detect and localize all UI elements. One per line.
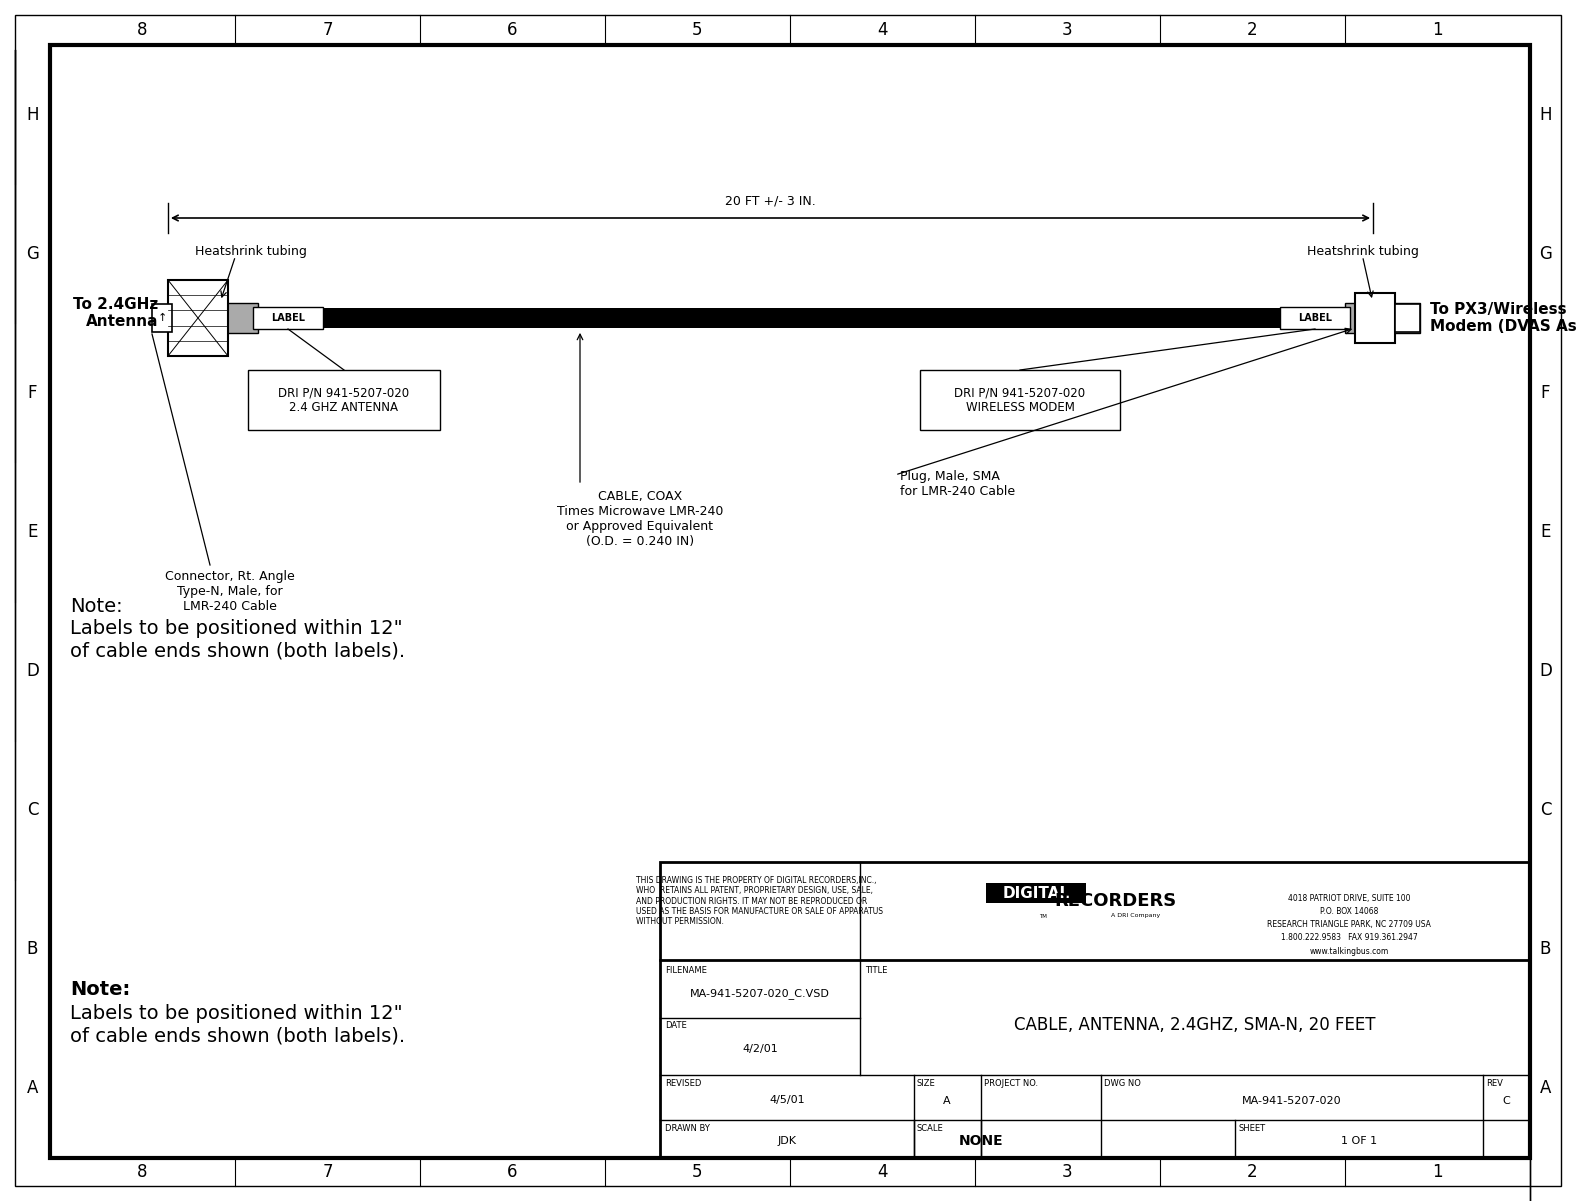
Text: PROJECT NO.: PROJECT NO.	[983, 1078, 1037, 1088]
Text: Heatshrink tubing: Heatshrink tubing	[1307, 245, 1418, 258]
Text: 7: 7	[322, 20, 333, 38]
Text: 1 OF 1: 1 OF 1	[1341, 1136, 1377, 1146]
Text: LABEL: LABEL	[1299, 313, 1332, 323]
Text: Heatshrink tubing: Heatshrink tubing	[194, 245, 306, 258]
Text: H: H	[1540, 106, 1552, 124]
Text: H: H	[27, 106, 39, 124]
Text: 3: 3	[1062, 1163, 1073, 1181]
Text: B: B	[1540, 940, 1551, 958]
Text: REVISED: REVISED	[665, 1078, 701, 1088]
Text: 2: 2	[1247, 20, 1258, 38]
Text: DATE: DATE	[665, 1022, 687, 1030]
Bar	[169, 280, 229, 355]
Text: Labels to be positioned within 12": Labels to be positioned within 12"	[69, 1004, 402, 1023]
Text: Note:: Note:	[69, 980, 131, 999]
Text: E: E	[1540, 522, 1551, 540]
Bar	[247, 370, 440, 430]
Bar	[987, 883, 1086, 903]
Bar	[254, 307, 323, 329]
Bar	[1355, 293, 1395, 343]
Text: C: C	[1540, 801, 1551, 819]
Text: 6: 6	[507, 20, 519, 38]
Bar	[660, 862, 1530, 1158]
Text: F: F	[1541, 384, 1551, 402]
Text: RECORDERS: RECORDERS	[1054, 892, 1177, 910]
Text: DIGITAL: DIGITAL	[1002, 885, 1070, 901]
Text: 2: 2	[1247, 1163, 1258, 1181]
Text: D: D	[1540, 662, 1552, 680]
Text: 3: 3	[1062, 20, 1073, 38]
Text: Note:
Labels to be positioned within 12"
of cable ends shown (both labels).: Note: Labels to be positioned within 12"…	[69, 597, 405, 661]
Text: DRI P/N 941-5207-020
2.4 GHZ ANTENNA: DRI P/N 941-5207-020 2.4 GHZ ANTENNA	[279, 386, 410, 414]
Bar	[151, 304, 172, 331]
Text: 8: 8	[137, 20, 148, 38]
Text: To PX3/Wireless
Modem (DVAS Assy): To PX3/Wireless Modem (DVAS Assy)	[1429, 301, 1576, 334]
Bar	[247, 307, 1355, 328]
Text: 20 FT +/- 3 IN.: 20 FT +/- 3 IN.	[725, 195, 816, 208]
Text: 5: 5	[692, 20, 703, 38]
Text: THIS DRAWING IS THE PROPERTY OF DIGITAL RECORDERS,INC.,
WHO  RETAINS ALL PATENT,: THIS DRAWING IS THE PROPERTY OF DIGITAL …	[637, 876, 884, 926]
Text: www.talkingbus.com: www.talkingbus.com	[1310, 946, 1388, 956]
Text: 6: 6	[507, 1163, 519, 1181]
Text: Plug, Male, SMA
for LMR-240 Cable: Plug, Male, SMA for LMR-240 Cable	[900, 470, 1015, 498]
Text: 1: 1	[1433, 1163, 1442, 1181]
Text: TITLE: TITLE	[865, 966, 887, 975]
Text: C: C	[27, 801, 38, 819]
Text: 8: 8	[137, 1163, 148, 1181]
Text: A: A	[1540, 1080, 1551, 1098]
Text: 4: 4	[878, 20, 887, 38]
Text: P.O. BOX 14068: P.O. BOX 14068	[1321, 908, 1379, 916]
Text: DRAWN BY: DRAWN BY	[665, 1124, 709, 1133]
Text: A: A	[27, 1080, 38, 1098]
Text: B: B	[27, 940, 38, 958]
Text: F: F	[28, 384, 38, 402]
Text: E: E	[27, 522, 38, 540]
Text: 4: 4	[878, 1163, 887, 1181]
Text: 4018 PATRIOT DRIVE, SUITE 100: 4018 PATRIOT DRIVE, SUITE 100	[1288, 895, 1411, 903]
Text: 1: 1	[1433, 20, 1442, 38]
Bar	[183, 303, 258, 333]
Text: CABLE, ANTENNA, 2.4GHZ, SMA-N, 20 FEET: CABLE, ANTENNA, 2.4GHZ, SMA-N, 20 FEET	[1015, 1016, 1376, 1034]
Text: To 2.4GHz
Antenna: To 2.4GHz Antenna	[72, 297, 158, 329]
Text: SHEET: SHEET	[1239, 1124, 1266, 1133]
Bar	[920, 370, 1121, 430]
Text: A: A	[944, 1095, 950, 1105]
Text: D: D	[27, 662, 39, 680]
Text: of cable ends shown (both labels).: of cable ends shown (both labels).	[69, 1026, 405, 1045]
Text: DRI P/N 941-5207-020
WIRELESS MODEM: DRI P/N 941-5207-020 WIRELESS MODEM	[955, 386, 1086, 414]
Text: G: G	[27, 245, 39, 263]
Text: FILENAME: FILENAME	[665, 966, 708, 975]
Text: 7: 7	[322, 1163, 333, 1181]
Bar	[1395, 304, 1420, 331]
Text: 4/5/01: 4/5/01	[769, 1095, 805, 1105]
Text: REV: REV	[1486, 1078, 1504, 1088]
Text: Connector, Rt. Angle
Type-N, Male, for
LMR-240 Cable: Connector, Rt. Angle Type-N, Male, for L…	[165, 570, 295, 613]
Text: 1.800.222.9583   FAX 919.361.2947: 1.800.222.9583 FAX 919.361.2947	[1281, 933, 1417, 943]
Text: JDK: JDK	[777, 1136, 796, 1146]
Text: G: G	[1540, 245, 1552, 263]
Text: MA-941-5207-020_C.VSD: MA-941-5207-020_C.VSD	[690, 988, 831, 999]
Bar	[1344, 303, 1420, 333]
Text: RESEARCH TRIANGLE PARK, NC 27709 USA: RESEARCH TRIANGLE PARK, NC 27709 USA	[1267, 920, 1431, 930]
Text: MA-941-5207-020: MA-941-5207-020	[1242, 1095, 1341, 1105]
Text: SCALE: SCALE	[917, 1124, 944, 1133]
Text: TM: TM	[1039, 914, 1046, 919]
Text: A DRI Company: A DRI Company	[1111, 914, 1160, 919]
Text: ↑: ↑	[158, 313, 167, 323]
Text: 5: 5	[692, 1163, 703, 1181]
Text: 4/2/01: 4/2/01	[742, 1044, 779, 1054]
Text: NONE: NONE	[958, 1134, 1002, 1148]
Text: DWG NO: DWG NO	[1105, 1078, 1141, 1088]
Text: LABEL: LABEL	[271, 313, 306, 323]
Text: C: C	[1502, 1095, 1510, 1105]
Text: SIZE: SIZE	[917, 1078, 935, 1088]
Bar	[1280, 307, 1351, 329]
Text: CABLE, COAX
Times Microwave LMR-240
or Approved Equivalent
(O.D. = 0.240 IN): CABLE, COAX Times Microwave LMR-240 or A…	[556, 490, 723, 548]
